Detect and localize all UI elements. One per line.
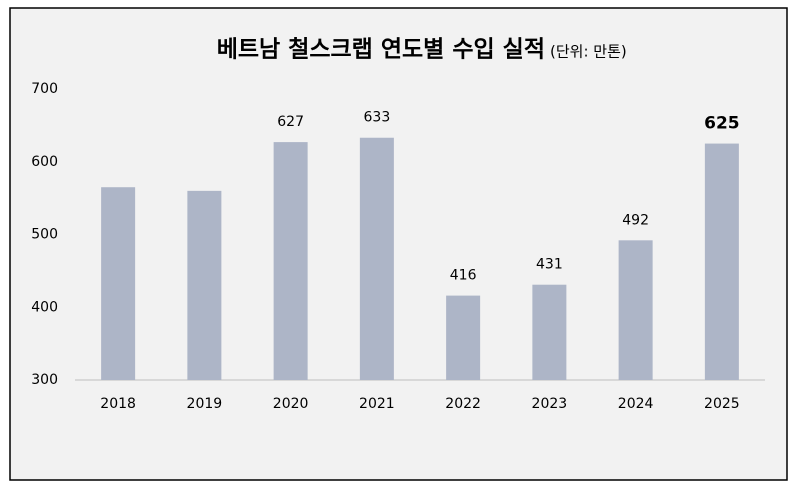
bar	[446, 295, 481, 380]
bar	[273, 142, 308, 380]
value-label: 627	[277, 114, 304, 130]
chart-title: 베트남 철스크랩 연도별 수입 실적	[217, 37, 545, 63]
y-tick-label: 600	[31, 154, 58, 170]
value-label: 625	[704, 114, 740, 134]
x-tick-label: 2022	[445, 396, 481, 412]
x-tick-label: 2020	[273, 396, 309, 412]
x-tick-label: 2023	[532, 396, 568, 412]
y-tick-label: 400	[31, 299, 58, 315]
value-label: 633	[364, 110, 391, 126]
x-tick-label: 2019	[187, 396, 223, 412]
y-tick-label: 300	[31, 372, 58, 388]
bar	[187, 190, 222, 380]
bar	[532, 284, 567, 380]
bar	[359, 137, 394, 380]
x-tick-label: 2021	[359, 396, 395, 412]
bar	[618, 240, 653, 380]
y-tick-label: 500	[31, 227, 58, 243]
value-label: 492	[622, 212, 649, 228]
x-tick-label: 2018	[100, 396, 136, 412]
chart-subtitle: (단위: 만톤)	[550, 43, 627, 61]
chart-frame	[9, 7, 788, 481]
value-label: 431	[536, 257, 563, 273]
value-label: 416	[450, 268, 477, 284]
x-tick-label: 2025	[704, 396, 740, 412]
y-tick-label: 700	[31, 81, 58, 97]
x-tick-label: 2024	[618, 396, 654, 412]
bar	[101, 187, 136, 380]
bar	[704, 143, 739, 380]
